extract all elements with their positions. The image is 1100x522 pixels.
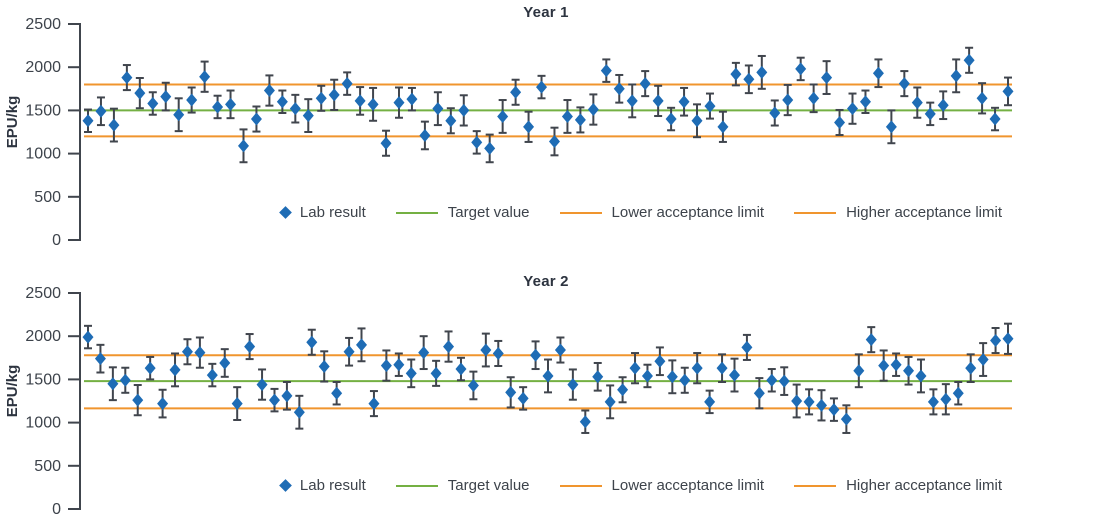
chart-year-1-plot: 0 500 1000 1500 2000 2500 EPU/kg [4,16,1014,249]
chart-year-2-plot: 0 500 1000 1500 2000 2500 EPU/kg [4,285,1014,518]
legend-label: Lower acceptance limit [611,204,765,221]
target-line-icon [395,484,438,487]
svg-text:1000: 1000 [25,415,61,432]
svg-text:1500: 1500 [25,102,61,119]
legend-label: Target value [447,477,530,494]
legend-label: Higher acceptance limit [846,477,1002,494]
svg-text:EPU/kg: EPU/kg [4,96,21,149]
lower-limit-line-icon [559,211,602,214]
svg-text:500: 500 [34,458,61,475]
higher-limit-line-icon [794,484,837,487]
higher-limit-line-icon [794,211,837,214]
svg-text:1500: 1500 [25,371,61,388]
legend-item-lower-limit: Lower acceptance limit [559,477,765,494]
legend-item-lab-result: Lab result [279,204,366,221]
svg-text:2000: 2000 [25,328,61,345]
lower-limit-line-icon [559,484,602,487]
legend-item-target-value: Target value [395,477,530,494]
legend-item-target-value: Target value [395,204,530,221]
svg-text:0: 0 [52,232,61,249]
legend-item-higher-limit: Higher acceptance limit [794,477,1002,494]
chart-year-2-title: Year 2 [523,273,569,290]
svg-text:2500: 2500 [25,16,61,33]
legend-label: Lower acceptance limit [611,477,765,494]
legend-item-lab-result: Lab result [279,477,366,494]
lab-result-diamond-icon [279,479,292,492]
legend-label: Lab result [299,477,366,494]
target-line-icon [395,211,438,214]
svg-text:1000: 1000 [25,146,61,163]
svg-text:2500: 2500 [25,285,61,302]
svg-text:EPU/kg: EPU/kg [4,365,21,418]
legend-label: Target value [447,204,530,221]
legend-label: Lab result [299,204,366,221]
legend-item-lower-limit: Lower acceptance limit [559,204,765,221]
chart-year-1-title: Year 1 [523,4,569,21]
chart-year-1: Year 1 0 500 1000 1500 2000 2500 EPU/kg Lab re… [0,0,1100,253]
chart-year-2: Year 2 0 500 1000 1500 2000 2500 EPU/kg Lab re… [0,269,1100,522]
legend-label: Higher acceptance limit [846,204,1002,221]
lab-result-diamond-icon [279,206,292,219]
chart-year-1-legend: Lab result Target value Lower acceptance… [279,204,1002,221]
legend-item-higher-limit: Higher acceptance limit [794,204,1002,221]
svg-text:0: 0 [52,501,61,518]
svg-text:500: 500 [34,189,61,206]
chart-year-2-legend: Lab result Target value Lower acceptance… [279,477,1002,494]
svg-text:2000: 2000 [25,59,61,76]
